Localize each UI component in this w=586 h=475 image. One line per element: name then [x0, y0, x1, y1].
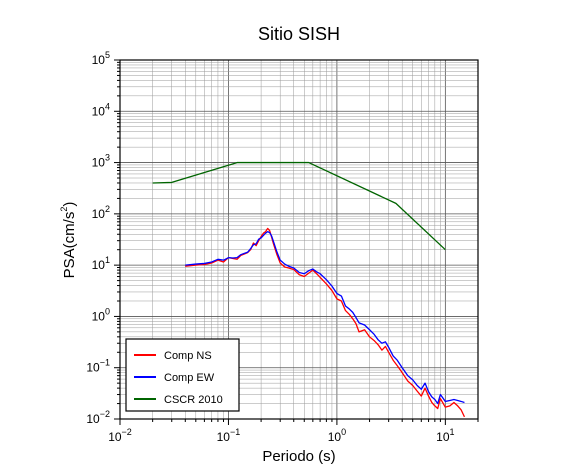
series-line-cscr-2010 [152, 161, 446, 251]
tick-marks [114, 59, 479, 425]
plot-frame [119, 59, 479, 420]
x-tick-label: 10−2 [108, 427, 132, 444]
legend-label: Comp EW [164, 372, 215, 384]
y-tick-label: 102 [92, 204, 110, 221]
x-tick-label: 101 [436, 427, 454, 444]
grid [119, 59, 479, 420]
y-tick-label: 101 [92, 255, 110, 272]
y-axis-label-base: PSA(cm/s [61, 212, 78, 279]
y-axis-label-exponent: 2 [59, 207, 69, 212]
y-tick-label: 100 [92, 306, 110, 323]
legend-label: Comp NS [164, 350, 212, 362]
y-tick-label: 104 [92, 101, 110, 118]
x-tick-label: 100 [328, 427, 346, 444]
chart-title: Sitio SISH [258, 24, 340, 44]
x-axis-label: Periodo (s) [262, 448, 335, 465]
y-axis-label: PSA(cm/s2) [59, 202, 78, 279]
y-tick-label: 10−2 [86, 409, 110, 426]
legend: Comp NS Comp EW CSCR 2010 [125, 338, 240, 412]
y-tick-label: 103 [92, 153, 110, 170]
y-axis-label-end: ) [61, 202, 78, 207]
x-tick-labels: 10−2 10−1 100 101 [108, 427, 454, 444]
x-tick-label: 10−1 [217, 427, 241, 444]
series-layer [152, 161, 466, 418]
legend-label: CSCR 2010 [164, 394, 223, 406]
y-tick-label: 105 [92, 50, 110, 67]
y-tick-labels: 10−2 10−1 100 101 102 103 104 105 [86, 50, 110, 426]
y-tick-label: 10−1 [86, 358, 110, 375]
series-line-comp-ew [185, 230, 465, 405]
